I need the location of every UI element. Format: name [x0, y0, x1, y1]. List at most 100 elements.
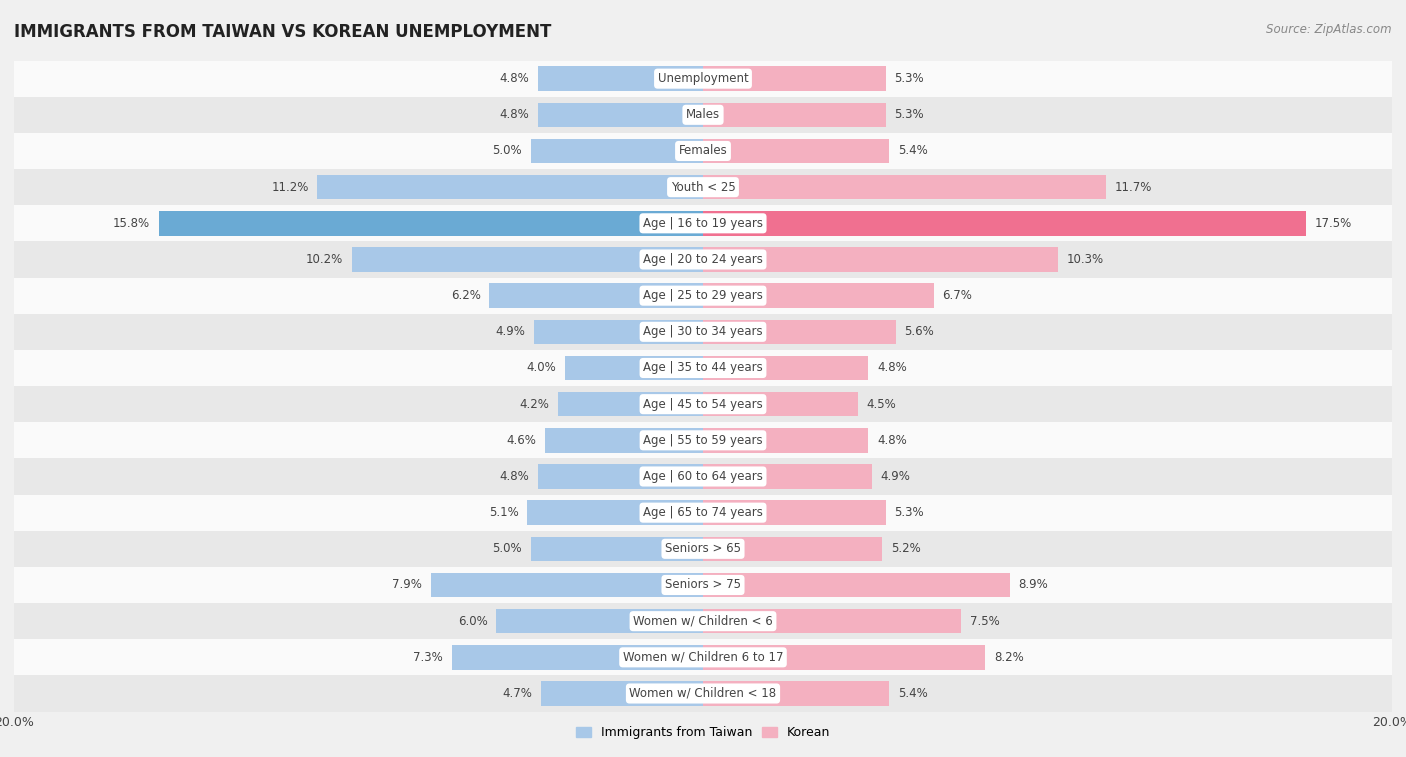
- Bar: [565, 356, 703, 380]
- Bar: [541, 681, 703, 706]
- Bar: [703, 175, 1107, 199]
- Text: 11.2%: 11.2%: [271, 181, 308, 194]
- Bar: [318, 175, 703, 199]
- Bar: [703, 248, 1057, 272]
- Text: 4.8%: 4.8%: [499, 72, 529, 85]
- Bar: [537, 464, 703, 489]
- Bar: [14, 567, 1392, 603]
- Text: 6.7%: 6.7%: [942, 289, 973, 302]
- Bar: [14, 205, 1392, 241]
- Text: 5.4%: 5.4%: [897, 145, 928, 157]
- Text: 10.3%: 10.3%: [1066, 253, 1104, 266]
- Text: 17.5%: 17.5%: [1315, 217, 1351, 230]
- Bar: [537, 102, 703, 127]
- Text: 6.0%: 6.0%: [458, 615, 488, 628]
- Text: Age | 55 to 59 years: Age | 55 to 59 years: [643, 434, 763, 447]
- Bar: [703, 609, 962, 634]
- Text: Youth < 25: Youth < 25: [671, 181, 735, 194]
- Bar: [703, 356, 869, 380]
- Bar: [14, 278, 1392, 313]
- Bar: [703, 500, 886, 525]
- Text: 4.8%: 4.8%: [877, 434, 907, 447]
- Bar: [703, 573, 1010, 597]
- Text: Age | 45 to 54 years: Age | 45 to 54 years: [643, 397, 763, 410]
- Text: 5.0%: 5.0%: [492, 542, 522, 556]
- Text: Males: Males: [686, 108, 720, 121]
- Bar: [14, 241, 1392, 278]
- Text: 7.9%: 7.9%: [392, 578, 422, 591]
- Text: 4.7%: 4.7%: [502, 687, 533, 700]
- Bar: [527, 500, 703, 525]
- Bar: [14, 459, 1392, 494]
- Text: Women w/ Children 6 to 17: Women w/ Children 6 to 17: [623, 651, 783, 664]
- Text: Unemployment: Unemployment: [658, 72, 748, 85]
- Bar: [496, 609, 703, 634]
- Bar: [703, 428, 869, 453]
- Bar: [430, 573, 703, 597]
- Text: Seniors > 75: Seniors > 75: [665, 578, 741, 591]
- Bar: [14, 313, 1392, 350]
- Bar: [544, 428, 703, 453]
- Bar: [703, 139, 889, 164]
- Bar: [703, 211, 1306, 235]
- Text: Females: Females: [679, 145, 727, 157]
- Bar: [352, 248, 703, 272]
- Legend: Immigrants from Taiwan, Korean: Immigrants from Taiwan, Korean: [571, 721, 835, 744]
- Text: 4.8%: 4.8%: [877, 362, 907, 375]
- Text: 5.4%: 5.4%: [897, 687, 928, 700]
- Text: 10.2%: 10.2%: [305, 253, 343, 266]
- Bar: [451, 645, 703, 670]
- Bar: [489, 283, 703, 308]
- Text: 15.8%: 15.8%: [112, 217, 150, 230]
- Text: Source: ZipAtlas.com: Source: ZipAtlas.com: [1267, 23, 1392, 36]
- Text: 5.1%: 5.1%: [489, 506, 519, 519]
- Text: 4.8%: 4.8%: [499, 108, 529, 121]
- Bar: [703, 681, 889, 706]
- Text: Age | 20 to 24 years: Age | 20 to 24 years: [643, 253, 763, 266]
- Text: Women w/ Children < 6: Women w/ Children < 6: [633, 615, 773, 628]
- Text: 5.3%: 5.3%: [894, 72, 924, 85]
- Text: 11.7%: 11.7%: [1115, 181, 1152, 194]
- Text: Age | 60 to 64 years: Age | 60 to 64 years: [643, 470, 763, 483]
- Text: 4.9%: 4.9%: [880, 470, 910, 483]
- Text: 5.2%: 5.2%: [891, 542, 921, 556]
- Text: 4.6%: 4.6%: [506, 434, 536, 447]
- Bar: [703, 645, 986, 670]
- Text: Age | 25 to 29 years: Age | 25 to 29 years: [643, 289, 763, 302]
- Bar: [703, 319, 896, 344]
- Text: 4.0%: 4.0%: [527, 362, 557, 375]
- Text: Age | 16 to 19 years: Age | 16 to 19 years: [643, 217, 763, 230]
- Bar: [14, 350, 1392, 386]
- Bar: [14, 531, 1392, 567]
- Bar: [14, 97, 1392, 133]
- Bar: [159, 211, 703, 235]
- Text: 6.2%: 6.2%: [451, 289, 481, 302]
- Bar: [14, 494, 1392, 531]
- Bar: [558, 392, 703, 416]
- Text: IMMIGRANTS FROM TAIWAN VS KOREAN UNEMPLOYMENT: IMMIGRANTS FROM TAIWAN VS KOREAN UNEMPLO…: [14, 23, 551, 41]
- Bar: [14, 639, 1392, 675]
- Bar: [703, 67, 886, 91]
- Bar: [14, 133, 1392, 169]
- Text: 8.9%: 8.9%: [1018, 578, 1047, 591]
- Bar: [703, 392, 858, 416]
- Text: 8.2%: 8.2%: [994, 651, 1024, 664]
- Text: Age | 35 to 44 years: Age | 35 to 44 years: [643, 362, 763, 375]
- Text: Age | 30 to 34 years: Age | 30 to 34 years: [643, 326, 763, 338]
- Bar: [14, 422, 1392, 459]
- Text: Age | 65 to 74 years: Age | 65 to 74 years: [643, 506, 763, 519]
- Bar: [703, 283, 934, 308]
- Bar: [703, 537, 882, 561]
- Text: 5.6%: 5.6%: [904, 326, 934, 338]
- Text: 5.3%: 5.3%: [894, 108, 924, 121]
- Text: 4.9%: 4.9%: [496, 326, 526, 338]
- Bar: [703, 464, 872, 489]
- Text: 4.2%: 4.2%: [520, 397, 550, 410]
- Bar: [703, 102, 886, 127]
- Bar: [14, 675, 1392, 712]
- Bar: [14, 169, 1392, 205]
- Bar: [531, 139, 703, 164]
- Bar: [14, 386, 1392, 422]
- Text: 4.8%: 4.8%: [499, 470, 529, 483]
- Text: 7.3%: 7.3%: [413, 651, 443, 664]
